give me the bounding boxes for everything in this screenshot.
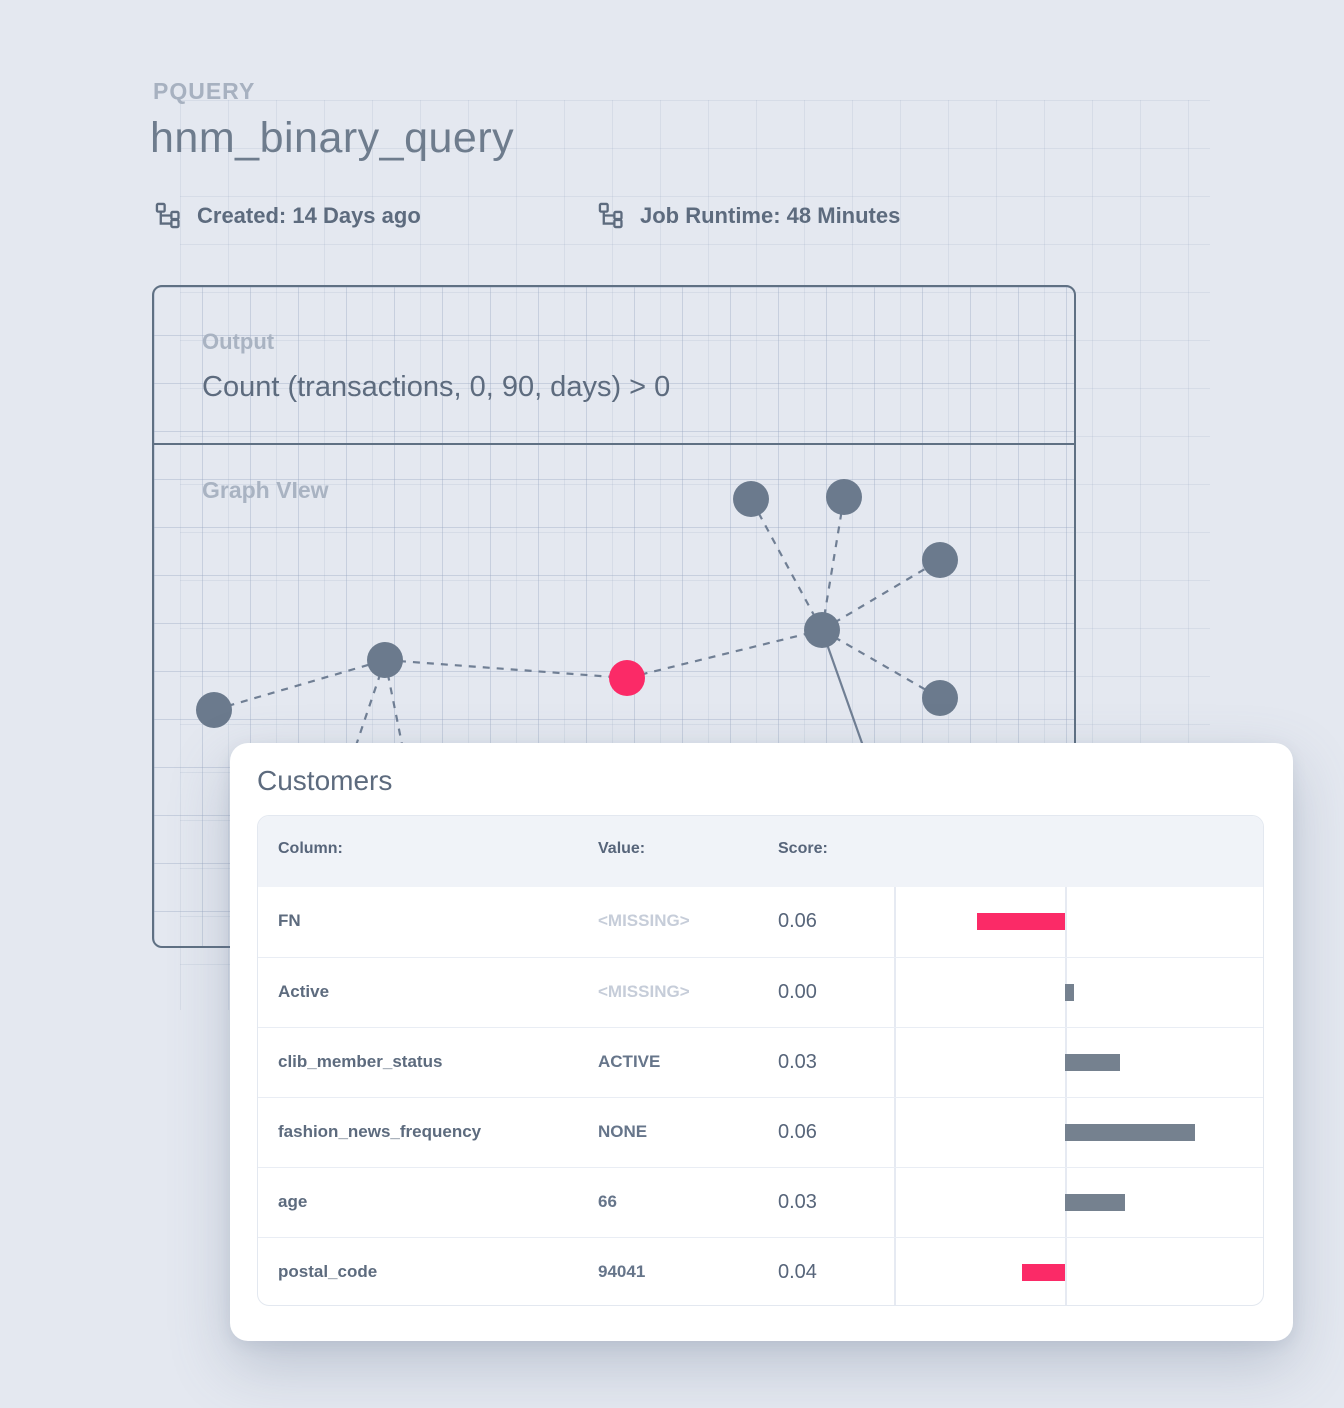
graph-edge [821,559,941,631]
row-score: 0.00 [778,981,817,1003]
header-score: Score: [778,840,828,857]
row-score: 0.06 [778,910,817,932]
row-column-name: age [278,1192,308,1211]
row-column-name: fashion_news_frequency [278,1122,482,1141]
meta-runtime: Job Runtime: 48 Minutes [598,202,900,229]
row-column-name: clib_member_status [278,1052,443,1071]
graph-node-n2[interactable] [367,642,403,678]
graph-edge [383,659,410,775]
graph-edge [820,496,846,631]
graph-edge [384,658,628,680]
meta-created: Created: 14 Days ago [155,202,421,229]
bar-axis-line [1065,887,1067,1305]
header-value: Value: [598,840,646,857]
row-column-name: FN [278,911,301,930]
row-value: 94041 [598,1262,646,1281]
row-column-name: Active [278,982,330,1001]
score-bar [1065,1054,1120,1071]
graph-node-n7[interactable] [922,542,958,578]
row-value: 66 [598,1192,617,1211]
row-value: <MISSING> [598,911,690,930]
score-bar [1022,1264,1065,1281]
row-score: 0.03 [778,1191,817,1213]
customers-card: Customers Column: Value: Score: FN <MISSI… [230,743,1293,1341]
graph-node-n4[interactable] [804,612,840,648]
output-label: Output [202,329,275,354]
graph-edge [821,629,941,699]
meta-runtime-text: Job Runtime: 48 Minutes [640,202,901,228]
graph-edge [626,628,823,680]
table-row: fashion_news_frequency NONE 0.06 [258,1097,1263,1167]
graph-edge [213,658,386,712]
row-column-name: postal_code [278,1262,378,1281]
graph-edge [750,498,823,631]
table-row: postal_code 94041 0.04 [258,1237,1263,1305]
row-value: <MISSING> [598,982,690,1001]
page-title: hnm_binary_query [150,114,515,162]
row-score: 0.03 [778,1051,817,1073]
row-score: 0.06 [778,1121,817,1143]
customers-title: Customers [257,765,393,796]
row-value: NONE [598,1122,648,1141]
score-bar [1065,984,1074,1001]
graph-node-n1[interactable] [196,692,232,728]
pquery-label: PQUERY [153,78,256,104]
graph-view-label: Graph VIew [202,477,329,503]
row-score: 0.04 [778,1261,817,1283]
table-row: age 66 0.03 [258,1167,1263,1237]
header-column: Column: [278,840,343,857]
table-row: Active <MISSING> 0.00 [258,957,1263,1027]
score-bar [1065,1124,1195,1141]
table-header: Column: Value: Score: [258,816,1263,887]
table-row: FN <MISSING> 0.06 [258,887,1263,957]
hierarchy-icon [155,202,180,229]
graph-node-n8[interactable] [922,680,958,716]
output-section: Output Count (transactions, 0, 90, days)… [154,287,1074,445]
customers-table: Column: Value: Score: FN <MISSING> 0.06 Act… [257,815,1264,1306]
score-bar [1065,1194,1125,1211]
row-value: ACTIVE [598,1052,661,1071]
hierarchy-icon [598,202,623,229]
output-expression: Count (transactions, 0, 90, days) > 0 [202,371,671,403]
table-row: clib_member_status ACTIVE 0.03 [258,1027,1263,1097]
table-body: FN <MISSING> 0.06 Active <MISSING> 0.00 clib_m… [258,887,1263,1305]
bar-area-divider [894,887,896,1305]
meta-created-text: Created: 14 Days ago [197,202,421,228]
score-bar [977,913,1065,930]
graph-node-n5[interactable] [733,481,769,517]
graph-node-n3[interactable] [609,660,645,696]
graph-node-n6[interactable] [826,479,862,515]
